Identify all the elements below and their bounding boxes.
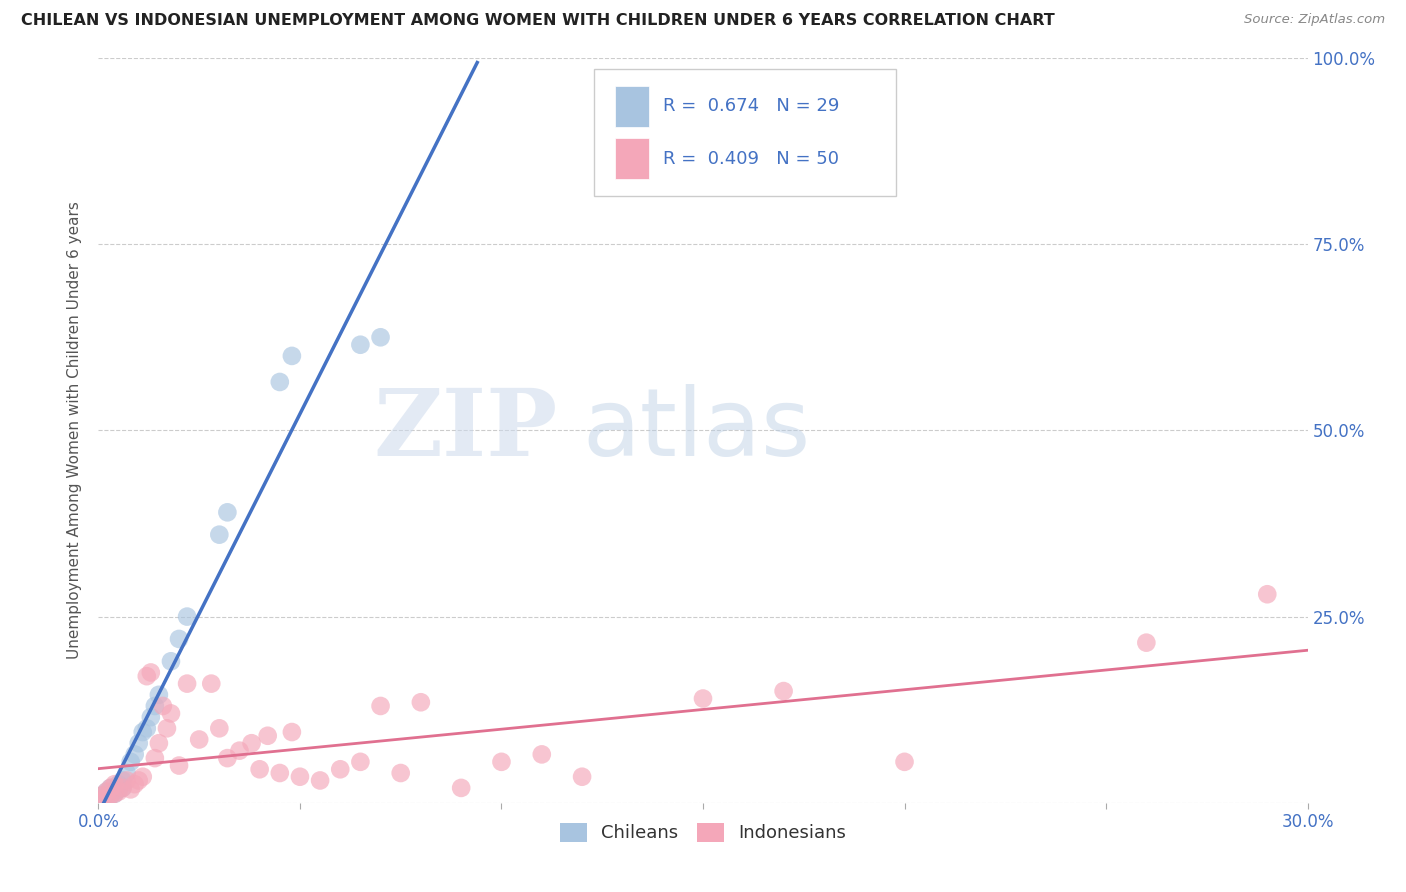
Point [135, 669, 157, 683]
Point [91, 792, 114, 806]
Point [124, 777, 146, 791]
Point [128, 773, 150, 788]
Point [135, 721, 157, 735]
Point [208, 527, 231, 541]
Text: ZIP: ZIP [374, 385, 558, 475]
Point [269, 375, 291, 389]
Point [160, 706, 183, 721]
Point [115, 773, 138, 788]
Point [107, 782, 129, 797]
Point [208, 721, 231, 735]
Bar [614, 138, 648, 179]
Point [228, 744, 250, 758]
Point [269, 766, 291, 780]
Point [107, 784, 129, 798]
Point [139, 665, 162, 680]
Point [188, 732, 211, 747]
Point [111, 780, 134, 795]
Point [176, 676, 198, 690]
Point [143, 751, 166, 765]
Point [281, 349, 304, 363]
Point [530, 747, 553, 762]
Y-axis label: Unemployment Among Women with Children Under 6 years: Unemployment Among Women with Children U… [67, 202, 83, 659]
Point [120, 782, 142, 797]
Point [139, 710, 162, 724]
Point [103, 777, 125, 791]
Point [772, 684, 794, 698]
Point [329, 762, 352, 776]
Bar [614, 86, 648, 127]
Point [571, 770, 593, 784]
Legend: Chileans, Indonesians: Chileans, Indonesians [553, 816, 853, 850]
Point [893, 755, 915, 769]
Point [148, 688, 170, 702]
Point [491, 755, 513, 769]
Point [143, 698, 166, 713]
Point [349, 337, 371, 351]
Point [1135, 635, 1157, 649]
Point [120, 755, 142, 769]
Point [389, 766, 412, 780]
Text: atlas: atlas [582, 384, 810, 476]
Point [100, 780, 122, 795]
Point [148, 736, 170, 750]
Point [281, 725, 304, 739]
Point [107, 777, 129, 791]
Point [132, 770, 155, 784]
FancyBboxPatch shape [595, 70, 897, 195]
Point [96, 789, 118, 804]
Point [409, 695, 432, 709]
Point [132, 725, 155, 739]
Point [692, 691, 714, 706]
Point [91, 792, 114, 806]
Point [240, 736, 263, 750]
Point [167, 632, 190, 646]
Point [1256, 587, 1278, 601]
Point [217, 505, 239, 519]
Point [370, 330, 392, 344]
Point [100, 780, 122, 795]
Point [152, 698, 174, 713]
Point [176, 609, 198, 624]
Point [96, 784, 118, 798]
Point [309, 773, 332, 788]
Point [103, 787, 125, 801]
Text: R =  0.674   N = 29: R = 0.674 N = 29 [664, 97, 839, 115]
Point [96, 789, 118, 804]
Point [370, 698, 392, 713]
Point [96, 784, 118, 798]
Point [249, 762, 271, 776]
Text: Source: ZipAtlas.com: Source: ZipAtlas.com [1244, 13, 1385, 27]
Point [288, 770, 311, 784]
Point [91, 789, 114, 803]
Point [128, 736, 150, 750]
Point [91, 789, 114, 803]
Point [200, 676, 222, 690]
Text: CHILEAN VS INDONESIAN UNEMPLOYMENT AMONG WOMEN WITH CHILDREN UNDER 6 YEARS CORRE: CHILEAN VS INDONESIAN UNEMPLOYMENT AMONG… [21, 13, 1054, 29]
Point [103, 787, 125, 801]
Point [160, 654, 183, 668]
Point [217, 751, 239, 765]
Text: R =  0.409   N = 50: R = 0.409 N = 50 [664, 150, 839, 168]
Point [124, 747, 146, 762]
Point [349, 755, 371, 769]
Point [156, 721, 179, 735]
Point [100, 789, 122, 803]
Point [256, 729, 278, 743]
Point [167, 758, 190, 772]
Point [111, 780, 134, 795]
Point [100, 789, 122, 803]
Point [115, 766, 138, 780]
Point [450, 780, 472, 795]
Point [111, 773, 134, 788]
